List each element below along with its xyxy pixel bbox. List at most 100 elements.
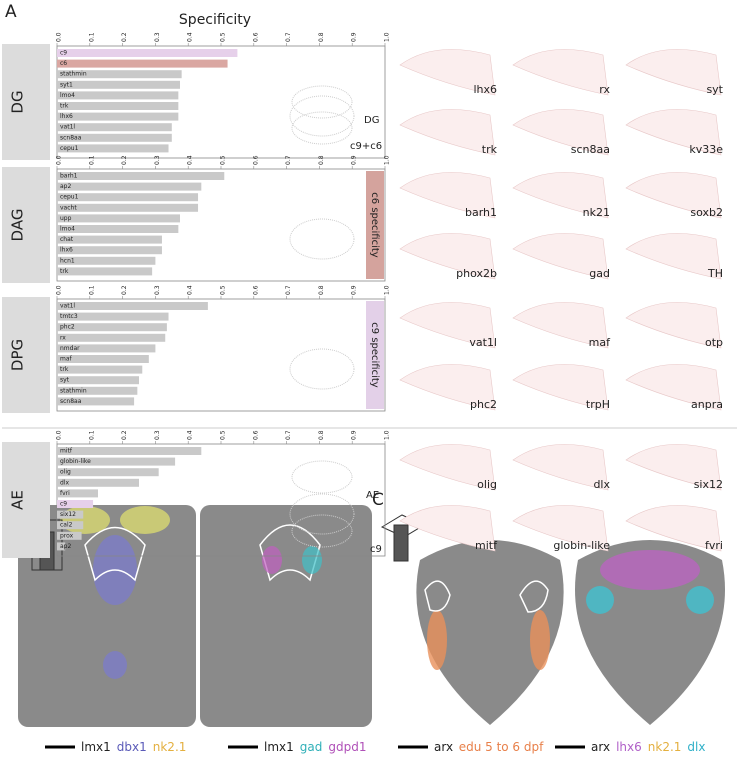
tile-label: soxb2 — [690, 206, 723, 219]
legend: arx lhx6 nk2.1 dlx — [591, 740, 705, 754]
bar — [57, 478, 139, 487]
tile-image — [512, 49, 609, 96]
inset-image — [289, 218, 355, 260]
x-tick-label: 0.9 — [351, 285, 358, 295]
row-label: DG — [9, 90, 27, 113]
annotation: AE — [366, 490, 379, 501]
category-label: upp — [60, 215, 72, 222]
category-label: phc2 — [60, 324, 75, 331]
x-tick-label: 1.0 — [384, 32, 391, 42]
category-label: vat1l — [60, 124, 75, 131]
x-tick-label: 0.0 — [56, 32, 63, 42]
bar — [57, 267, 153, 276]
tile-image — [399, 49, 496, 96]
inset-image — [289, 95, 355, 137]
tile-label: vat1l — [469, 336, 497, 349]
category-label: olig — [60, 469, 71, 476]
tile-image — [512, 302, 609, 349]
tile-label: lhx6 — [473, 83, 497, 96]
legend-item: lmx1 — [264, 740, 294, 754]
bar — [57, 510, 84, 519]
bar — [57, 468, 159, 477]
inset-image — [291, 460, 353, 494]
legend-item: gdpd1 — [328, 740, 366, 754]
tile-image — [625, 505, 722, 552]
bar — [57, 235, 162, 244]
category-label: fvri — [60, 490, 70, 497]
annotation: c6 specificity — [369, 192, 380, 258]
category-label: ap2 — [60, 543, 71, 550]
bar — [57, 457, 176, 466]
category-label: scn8aa — [60, 134, 82, 141]
x-tick-label: 0.8 — [318, 155, 325, 165]
category-label: lmo4 — [60, 226, 75, 233]
category-label: c6 — [60, 60, 67, 67]
panel-c-images — [380, 514, 725, 725]
x-tick-label: 0.5 — [220, 32, 227, 42]
inset-image — [291, 111, 353, 145]
legend-item: nk2.1 — [648, 740, 682, 754]
legend: arx edu 5 to 6 dpf — [434, 740, 544, 754]
x-tick-label: 0.6 — [252, 32, 259, 42]
x-tick-label: 0.9 — [351, 32, 358, 42]
bar — [57, 91, 179, 100]
specificity-box — [366, 301, 384, 409]
tile-label: phc2 — [470, 398, 497, 411]
row-label-bg — [2, 44, 50, 160]
x-tick-label: 0.1 — [88, 430, 95, 440]
row-label: DAG — [9, 209, 27, 242]
tile-image — [625, 49, 722, 96]
annotation: c9 specificity — [369, 322, 380, 388]
tile-image — [512, 364, 609, 411]
category-label: c9 — [60, 50, 67, 57]
tile-image — [399, 172, 496, 219]
x-tick-label: 0.9 — [351, 430, 358, 440]
legend-item: arx — [591, 740, 610, 754]
tile-image — [625, 233, 722, 280]
tile-image — [512, 444, 609, 491]
tile-image — [399, 505, 496, 552]
category-label: maf — [60, 356, 73, 363]
tile-image — [399, 233, 496, 280]
legend-item: gad — [300, 740, 323, 754]
bar — [57, 214, 180, 223]
bar — [57, 225, 179, 233]
category-label: cepu1 — [60, 145, 79, 152]
bar — [57, 70, 182, 79]
bar — [57, 112, 179, 121]
bar — [57, 59, 228, 68]
tile-label: barh1 — [465, 206, 497, 219]
tile-label: globin-like — [553, 539, 610, 552]
category-label: trk — [60, 366, 69, 373]
x-tick-label: 0.7 — [285, 430, 292, 440]
x-tick-label: 0.7 — [285, 32, 292, 42]
bar — [57, 172, 225, 180]
tile-label: anpra — [691, 398, 723, 411]
x-tick-label: 0.5 — [220, 155, 227, 165]
category-label: hcn1 — [60, 257, 75, 264]
legend-item: arx — [434, 740, 453, 754]
category-label: lmo4 — [60, 92, 75, 99]
tile-image — [625, 109, 722, 156]
x-tick-label: 1.0 — [384, 430, 391, 440]
x-tick-label: 0.5 — [220, 430, 227, 440]
bar — [57, 355, 149, 363]
bar — [57, 203, 199, 212]
legend-item: dbx1 — [117, 740, 147, 754]
specificity-box — [366, 171, 384, 279]
x-tick-label: 0.5 — [220, 285, 227, 295]
tile-label: nk21 — [583, 206, 610, 219]
category-label: prox — [60, 532, 74, 539]
bar — [57, 102, 179, 110]
category-label: stathmin — [60, 387, 87, 394]
bar — [57, 193, 199, 202]
x-tick-label: 0.1 — [88, 285, 95, 295]
bar — [57, 344, 156, 353]
bar — [57, 447, 202, 455]
legend: lmx1 gad gdpd1 — [264, 740, 366, 754]
x-tick-label: 0.4 — [187, 32, 194, 42]
x-tick-label: 0.6 — [252, 285, 259, 295]
tile-label: phox2b — [456, 267, 497, 280]
category-label: lhx6 — [60, 247, 73, 254]
tile-label: syt — [706, 83, 723, 96]
